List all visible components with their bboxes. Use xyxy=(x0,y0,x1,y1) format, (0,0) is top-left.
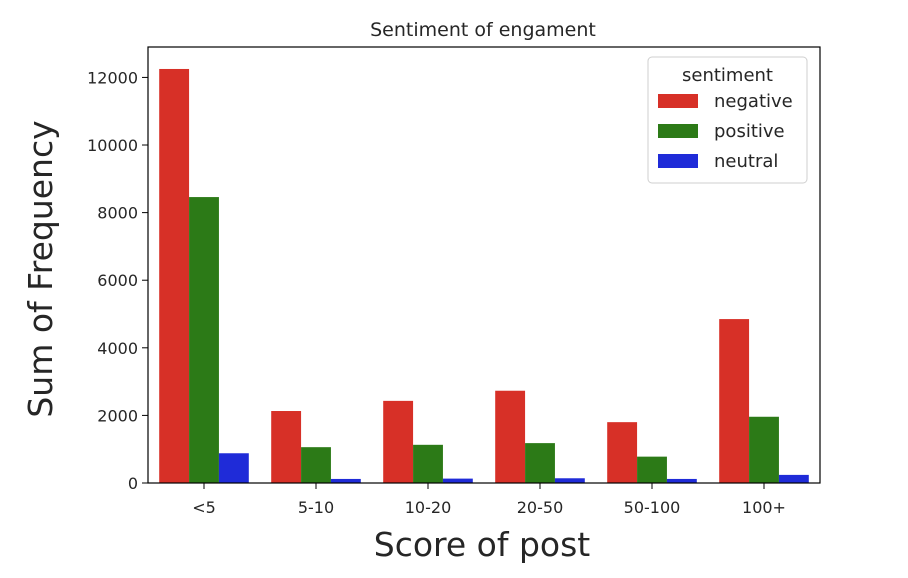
plot-frame xyxy=(147,46,821,484)
chart-legend: sentiment negative positive neutral xyxy=(647,56,808,184)
bar-neutral-510 xyxy=(330,478,361,483)
bar-positive-510 xyxy=(301,447,331,483)
bar-negative-50100 xyxy=(607,422,638,483)
bar-neutral-5 xyxy=(218,453,249,483)
legend-swatch-positive xyxy=(658,124,698,138)
y-tick-label: 2000 xyxy=(97,406,138,425)
bar-positive-50100 xyxy=(637,456,667,483)
bar-positive-100 xyxy=(749,416,779,483)
bar-positive-2050 xyxy=(525,443,555,483)
x-tick-label: 20-50 xyxy=(517,498,564,517)
x-tick-label: 100+ xyxy=(742,498,786,517)
x-tick-label: <5 xyxy=(192,498,216,517)
bar-neutral-100 xyxy=(778,474,809,483)
bar-negative-5 xyxy=(159,68,190,483)
y-tick-label: 6000 xyxy=(97,271,138,290)
bar-positive-1020 xyxy=(413,444,443,483)
chart-title: Sentiment of engament xyxy=(370,19,596,41)
bar-negative-1020 xyxy=(383,400,414,483)
y-tick-label: 8000 xyxy=(97,204,138,223)
x-axis: <5 5-10 10-20 20-50 50-100 100+ xyxy=(192,483,786,517)
y-tick-label: 4000 xyxy=(97,339,138,358)
bar-negative-2050 xyxy=(495,390,526,483)
legend-swatch-negative xyxy=(658,94,698,108)
plot-area xyxy=(147,46,821,484)
bar-neutral-2050 xyxy=(554,478,585,483)
legend-label-neutral: neutral xyxy=(714,151,778,172)
x-axis-label: Score of post xyxy=(374,525,591,564)
x-tick-label: 50-100 xyxy=(624,498,681,517)
y-axis-label: Sum of Frequency xyxy=(21,120,60,417)
legend-label-positive: positive xyxy=(714,121,785,142)
legend-box xyxy=(647,56,808,184)
bar-neutral-50100 xyxy=(666,478,697,483)
y-axis: 0 2000 4000 6000 8000 10000 12000 xyxy=(87,68,148,493)
y-tick-label: 12000 xyxy=(87,68,138,87)
legend-label-negative: negative xyxy=(714,91,793,112)
x-tick-label: 10-20 xyxy=(405,498,452,517)
y-tick-label: 10000 xyxy=(87,136,138,155)
x-tick-label: 5-10 xyxy=(298,498,334,517)
legend-swatch-neutral xyxy=(658,154,698,168)
bar-negative-100 xyxy=(719,319,750,483)
bar-negative-510 xyxy=(271,411,302,483)
y-tick-label: 0 xyxy=(128,474,138,493)
legend-title: sentiment xyxy=(682,65,773,86)
bar-neutral-1020 xyxy=(442,478,473,483)
bar-positive-5 xyxy=(189,197,219,483)
